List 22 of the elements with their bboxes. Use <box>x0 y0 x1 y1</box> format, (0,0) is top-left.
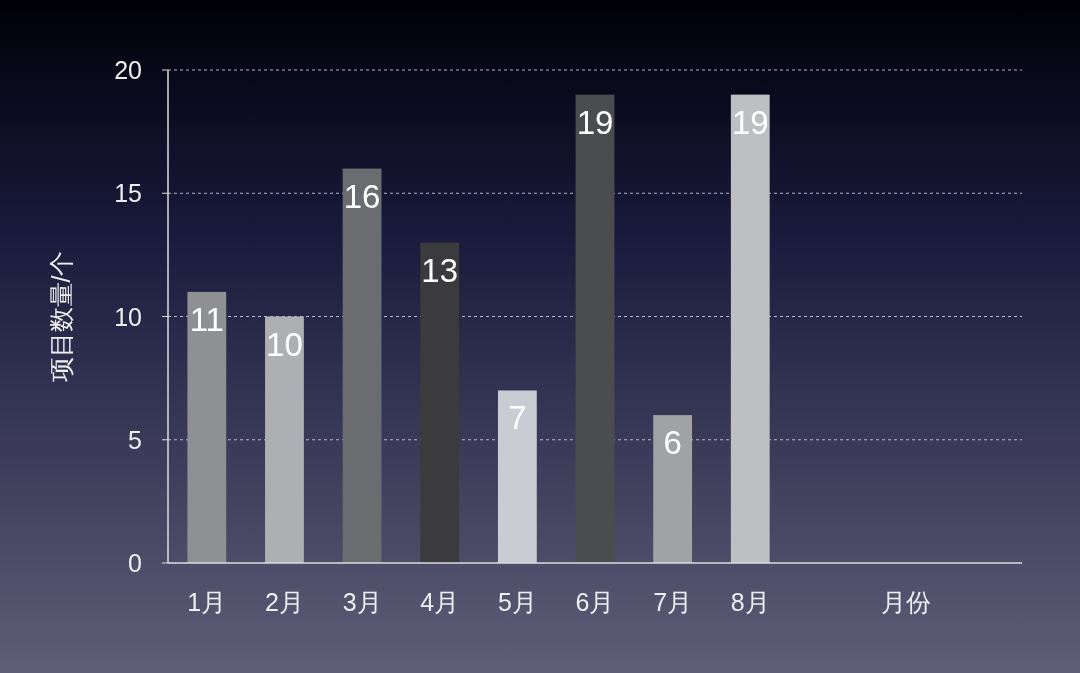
y-tick-label: 10 <box>114 302 142 331</box>
y-tick-label: 5 <box>128 425 142 454</box>
data-label: 19 <box>576 103 614 141</box>
x-tick-label: 7月 <box>653 588 693 616</box>
data-label: 16 <box>343 177 381 215</box>
y-tick-label: 15 <box>114 179 142 208</box>
data-label: 19 <box>731 103 769 141</box>
x-tick-label: 5月 <box>497 588 537 616</box>
y-axis-title: 项目数量/个 <box>47 250 75 383</box>
x-tick-label: 1月 <box>187 588 227 616</box>
data-label: 10 <box>266 325 303 363</box>
x-tick-label: 2月 <box>265 588 304 616</box>
data-label: 6 <box>663 424 682 462</box>
x-tick-label: 6月 <box>575 588 615 616</box>
data-label: 13 <box>421 251 459 289</box>
x-tick-label: 3月 <box>342 588 382 616</box>
x-tick-label: 4月 <box>420 588 460 616</box>
x-axis-title: 月份 <box>880 588 931 616</box>
y-tick-label: 0 <box>128 549 142 577</box>
x-tick-label: 8月 <box>730 588 770 616</box>
data-label: 11 <box>189 300 224 338</box>
y-tick-label: 20 <box>114 56 142 84</box>
